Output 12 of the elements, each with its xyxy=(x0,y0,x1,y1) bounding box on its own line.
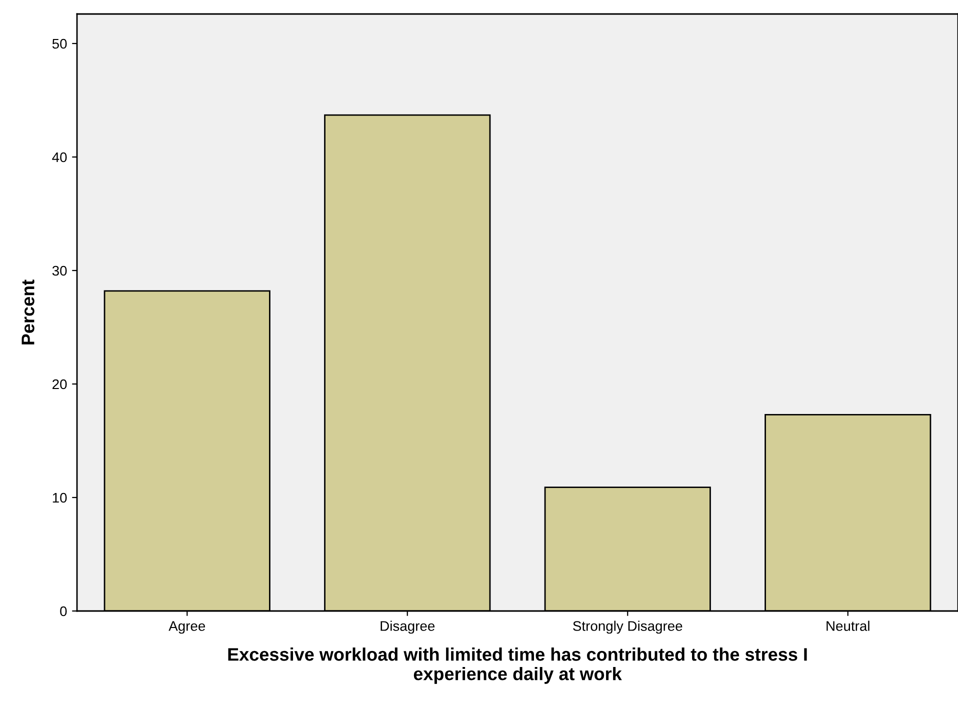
y-tick-label: 40 xyxy=(52,152,67,162)
y-tick-label: 20 xyxy=(52,379,67,390)
y-tick-label: 0 xyxy=(60,606,67,616)
y-tick-label: 10 xyxy=(52,492,67,503)
y-tick-label: 30 xyxy=(52,266,67,276)
y-axis-title: Percent xyxy=(22,280,34,344)
x-tick-label: Agree xyxy=(168,621,206,634)
x-tick-label: Strongly Disagree xyxy=(573,620,682,634)
x-tick-label: Neutral xyxy=(826,620,870,631)
x-tick-label: Disagree xyxy=(380,620,435,634)
x-axis-title: Excessive workload with limited time has contributed to the stress I experience daily at work xyxy=(228,648,807,684)
y-tick-label: 50 xyxy=(52,38,67,49)
